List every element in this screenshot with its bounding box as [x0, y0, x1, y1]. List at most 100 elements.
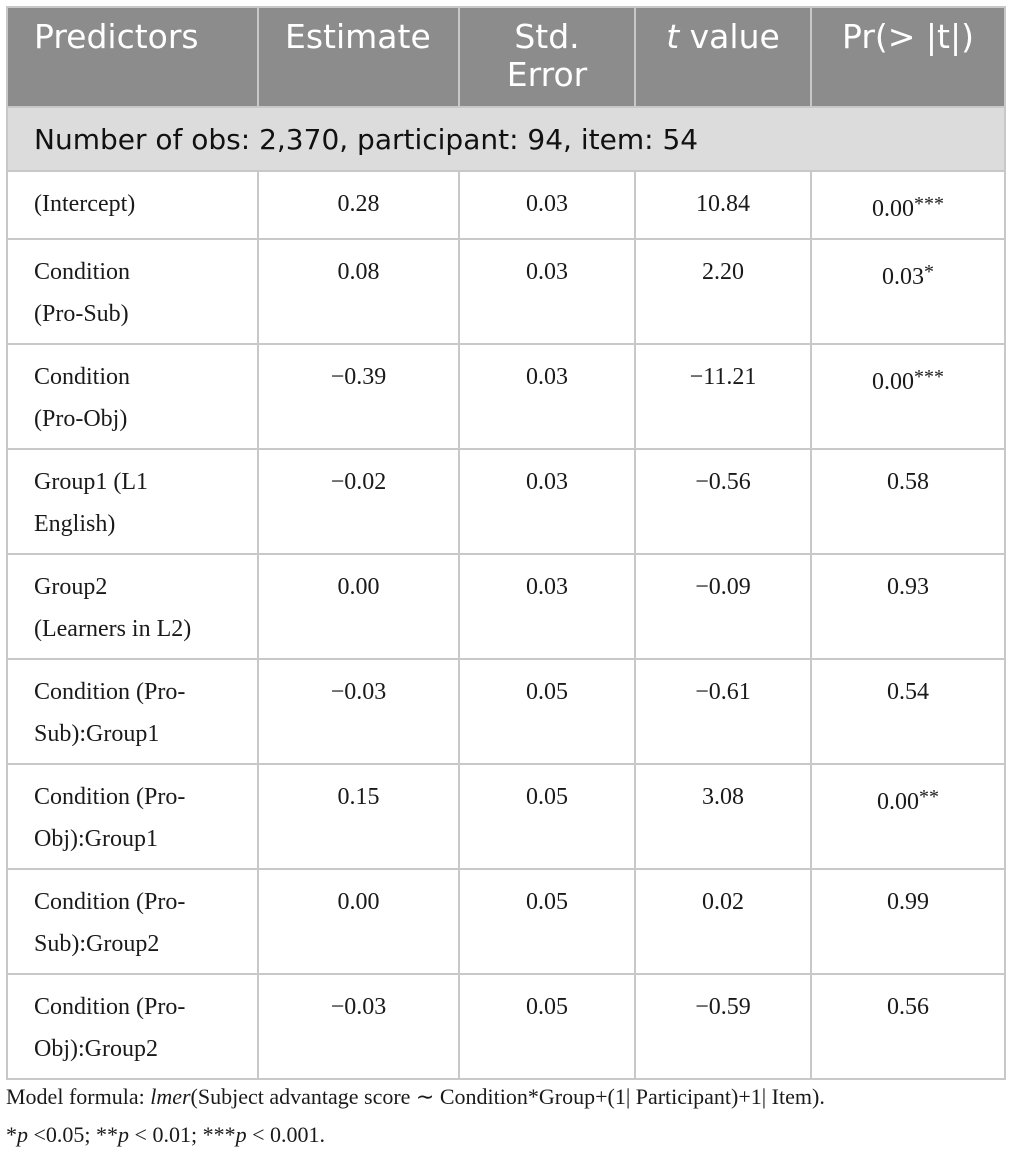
cell-estimate: 0.28: [257, 170, 460, 240]
header-std-error-line1: Std.: [514, 17, 580, 56]
p-value: 0.00: [872, 196, 914, 222]
cell-p-value: 0.58: [810, 448, 1006, 555]
cell-p-value: 0.54: [810, 658, 1006, 765]
table-row: Condition (Pro-Sub) 0.08 0.03 2.20 0.03*: [6, 238, 1006, 345]
table-row: Condition (Pro- Sub):Group1 −0.03 0.05 −0.61…: [6, 658, 1006, 765]
header-pr: Pr(> |t|): [810, 6, 1006, 108]
cell-std-error: 0.03: [458, 343, 636, 450]
p-value: 0.99: [887, 889, 929, 915]
cell-estimate: 0.15: [257, 763, 460, 870]
table-row: Group1 (L1 English) −0.02 0.03 −0.56 0.58: [6, 448, 1006, 555]
cell-p-value: 0.93: [810, 553, 1006, 660]
significance-stars: ***: [914, 193, 944, 215]
subheader-row: Number of obs: 2,370, participant: 94, i…: [6, 106, 1006, 172]
predictor-line2: English): [34, 511, 116, 537]
cell-p-value: 0.00***: [810, 170, 1006, 240]
p-value: 0.56: [887, 994, 929, 1020]
table-row: Condition (Pro- Obj):Group1 0.15 0.05 3.08 0.…: [6, 763, 1006, 870]
cell-std-error: 0.03: [458, 448, 636, 555]
cell-predictor: Condition (Pro- Obj):Group1: [6, 763, 259, 870]
sig-p-3: p: [235, 1122, 247, 1147]
header-t-rest: value: [679, 17, 780, 56]
cell-t-value: −0.56: [634, 448, 812, 555]
cell-predictor: Condition (Pro-Sub): [6, 238, 259, 345]
cell-predictor: Condition (Pro-Obj): [6, 343, 259, 450]
cell-std-error: 0.03: [458, 170, 636, 240]
sig-star-2: **: [96, 1122, 119, 1147]
predictor-line2: Obj):Group1: [34, 826, 158, 852]
cell-estimate: −0.39: [257, 343, 460, 450]
sig-p-2: p: [118, 1122, 130, 1147]
p-value: 0.54: [887, 679, 929, 705]
cell-t-value: −0.61: [634, 658, 812, 765]
table-row: Condition (Pro-Obj) −0.39 0.03 −11.21 0.00***: [6, 343, 1006, 450]
cell-t-value: −0.59: [634, 973, 812, 1080]
significance-line: *p <0.05; **p < 0.01; ***p < 0.001.: [6, 1116, 1010, 1154]
cell-p-value: 0.99: [810, 868, 1006, 975]
formula-rest: (Subject advantage score ∼ Condition*Gro…: [190, 1084, 825, 1109]
cell-predictor: Condition (Pro- Sub):Group2: [6, 868, 259, 975]
predictor-line2: Obj):Group2: [34, 1036, 158, 1062]
sig-rest-1: <0.05;: [28, 1122, 97, 1147]
predictor-line2: Sub):Group1: [34, 721, 160, 747]
cell-predictor: Condition (Pro- Sub):Group1: [6, 658, 259, 765]
cell-std-error: 0.05: [458, 658, 636, 765]
predictor-line1: Group1 (L1: [34, 469, 148, 495]
regression-table-container: Predictors Estimate Std. Error t value P…: [6, 6, 1006, 1080]
p-value: 0.00: [877, 789, 919, 815]
cell-predictor: Condition (Pro- Obj):Group2: [6, 973, 259, 1080]
header-t-value: t value: [634, 6, 812, 108]
sig-rest-2: < 0.01;: [129, 1122, 203, 1147]
cell-estimate: 0.08: [257, 238, 460, 345]
p-value: 0.03: [882, 264, 924, 290]
predictor-line1: Group2: [34, 574, 108, 600]
cell-estimate: −0.03: [257, 973, 460, 1080]
cell-t-value: 0.02: [634, 868, 812, 975]
cell-t-value: −11.21: [634, 343, 812, 450]
cell-predictor: (Intercept): [6, 170, 259, 240]
subheader-text: Number of obs: 2,370, participant: 94, i…: [6, 106, 1006, 172]
model-formula-line: Model formula: lmer(Subject advantage sc…: [6, 1078, 1010, 1116]
predictor-line2: (Learners in L2): [34, 616, 192, 642]
sig-p-1: p: [17, 1122, 28, 1147]
cell-t-value: 10.84: [634, 170, 812, 240]
predictor-line2: (Pro-Sub): [34, 301, 129, 327]
cell-std-error: 0.05: [458, 763, 636, 870]
p-value: 0.00: [872, 369, 914, 395]
cell-t-value: −0.09: [634, 553, 812, 660]
sig-star-1: *: [6, 1122, 17, 1147]
sig-rest-3: < 0.001.: [246, 1122, 325, 1147]
table-row: Group2 (Learners in L2) 0.00 0.03 −0.09 0.93: [6, 553, 1006, 660]
formula-func: lmer: [150, 1084, 191, 1109]
predictor-line2: (Pro-Obj): [34, 406, 128, 432]
predictor-line1: Condition: [34, 364, 131, 390]
regression-table: Predictors Estimate Std. Error t value P…: [6, 6, 1006, 1080]
significance-stars: ***: [914, 366, 944, 388]
cell-std-error: 0.05: [458, 868, 636, 975]
p-value: 0.93: [887, 574, 929, 600]
header-estimate: Estimate: [257, 6, 460, 108]
cell-t-value: 2.20: [634, 238, 812, 345]
significance-stars: **: [919, 786, 939, 808]
sig-star-3: ***: [202, 1122, 236, 1147]
table-header: Predictors Estimate Std. Error t value P…: [6, 6, 1006, 108]
table-footnote: Model formula: lmer(Subject advantage sc…: [6, 1078, 1010, 1154]
table-body: (Intercept) 0.28 0.03 10.84 0.00*** Condition…: [6, 170, 1006, 1080]
cell-p-value: 0.56: [810, 973, 1006, 1080]
predictor-line1: (Intercept): [34, 191, 136, 217]
cell-estimate: −0.03: [257, 658, 460, 765]
cell-predictor: Group2 (Learners in L2): [6, 553, 259, 660]
cell-p-value: 0.00**: [810, 763, 1006, 870]
cell-std-error: 0.05: [458, 973, 636, 1080]
cell-p-value: 0.03*: [810, 238, 1006, 345]
header-std-error: Std. Error: [458, 6, 636, 108]
predictor-line1: Condition: [34, 259, 131, 285]
header-predictors: Predictors: [6, 6, 259, 108]
cell-estimate: 0.00: [257, 868, 460, 975]
cell-estimate: −0.02: [257, 448, 460, 555]
p-value: 0.58: [887, 469, 929, 495]
formula-prefix: Model formula:: [6, 1084, 151, 1109]
predictor-line2: Sub):Group2: [34, 931, 160, 957]
header-std-error-line2: Error: [506, 55, 588, 94]
table-row: Condition (Pro- Sub):Group2 0.00 0.05 0.02 0.…: [6, 868, 1006, 975]
